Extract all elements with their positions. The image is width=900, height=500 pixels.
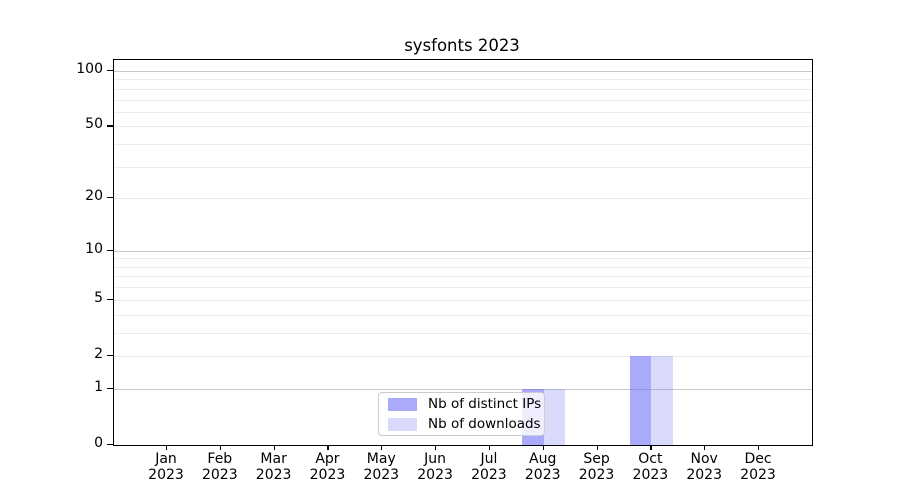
legend-label-downloads: Nb of downloads bbox=[428, 416, 541, 432]
minor-gridline bbox=[114, 314, 812, 316]
x-tick-label: Aug 2023 bbox=[524, 451, 561, 483]
x-tick-label: Mar 2023 bbox=[255, 451, 292, 483]
y-tick-mark bbox=[107, 444, 113, 446]
y-tick-mark bbox=[107, 125, 113, 127]
y-tick-mark bbox=[107, 70, 113, 72]
minor-gridline bbox=[114, 287, 812, 289]
bar-downloads bbox=[543, 388, 566, 445]
x-tick-label: Dec 2023 bbox=[740, 451, 776, 483]
minor-gridline bbox=[114, 332, 812, 334]
major-gridline bbox=[114, 71, 812, 72]
major-gridline bbox=[114, 388, 812, 390]
x-tick-label: May 2023 bbox=[363, 451, 400, 483]
x-tick-label: Jan 2023 bbox=[148, 451, 184, 483]
legend-entry-distinct-ips: Nb of distinct IPs bbox=[379, 395, 544, 413]
minor-gridline bbox=[114, 166, 812, 168]
plot-area bbox=[113, 59, 813, 446]
y-tick-mark bbox=[107, 249, 113, 251]
x-tick-mark bbox=[273, 445, 275, 450]
minor-gridline bbox=[114, 126, 812, 128]
x-tick-mark bbox=[542, 445, 544, 450]
x-tick-mark bbox=[488, 445, 491, 450]
x-tick-label: Feb 2023 bbox=[201, 451, 238, 483]
x-tick-label: Apr 2023 bbox=[309, 451, 346, 483]
x-tick-mark bbox=[758, 445, 760, 450]
y-tick-label: 100 bbox=[76, 61, 103, 77]
y-tick-label: 20 bbox=[85, 188, 103, 205]
legend-entry-downloads: Nb of downloads bbox=[379, 415, 544, 433]
legend-label-distinct-ips: Nb of distinct IPs bbox=[428, 396, 542, 412]
minor-gridline bbox=[114, 111, 812, 113]
x-tick-mark bbox=[650, 445, 652, 450]
x-tick-label: Nov 2023 bbox=[686, 451, 722, 483]
x-tick-label: Oct 2023 bbox=[632, 451, 669, 483]
x-tick-mark bbox=[704, 445, 706, 450]
x-tick-mark bbox=[219, 445, 221, 450]
x-tick-mark bbox=[381, 445, 383, 450]
minor-gridline bbox=[114, 355, 812, 357]
y-tick-mark bbox=[107, 197, 113, 199]
minor-gridline bbox=[114, 276, 812, 278]
y-tick-label: 10 bbox=[85, 240, 103, 257]
y-tick-label: 0 bbox=[94, 435, 103, 451]
chart-title: sysfonts 2023 bbox=[404, 36, 520, 55]
x-tick-mark bbox=[596, 445, 598, 450]
minor-gridline bbox=[114, 258, 812, 260]
x-tick-mark bbox=[327, 445, 329, 450]
bar-downloads bbox=[651, 355, 673, 445]
minor-gridline bbox=[114, 79, 812, 81]
x-tick-mark bbox=[166, 445, 168, 450]
x-tick-label: Sep 2023 bbox=[578, 451, 615, 483]
bar-distinct-ips bbox=[629, 355, 652, 445]
y-tick-label: 1 bbox=[94, 378, 103, 395]
x-tick-label: Jun 2023 bbox=[417, 451, 453, 483]
minor-gridline bbox=[114, 99, 812, 101]
x-tick-mark bbox=[435, 445, 437, 450]
legend: Nb of distinct IPs Nb of downloads bbox=[378, 392, 545, 436]
legend-swatch-downloads bbox=[388, 417, 417, 431]
y-tick-label: 50 bbox=[85, 116, 103, 133]
y-tick-label: 2 bbox=[94, 345, 103, 362]
minor-gridline bbox=[114, 88, 812, 90]
minor-gridline bbox=[114, 266, 812, 268]
minor-gridline bbox=[114, 144, 812, 146]
major-gridline bbox=[114, 250, 812, 252]
y-tick-mark bbox=[107, 387, 113, 390]
legend-swatch-distinct-ips bbox=[388, 397, 417, 411]
minor-gridline bbox=[114, 299, 812, 301]
y-tick-label: 5 bbox=[94, 289, 103, 306]
y-tick-mark bbox=[107, 354, 113, 357]
minor-gridline bbox=[114, 198, 812, 200]
y-tick-mark bbox=[107, 298, 113, 300]
x-tick-label: Jul 2023 bbox=[471, 451, 507, 483]
